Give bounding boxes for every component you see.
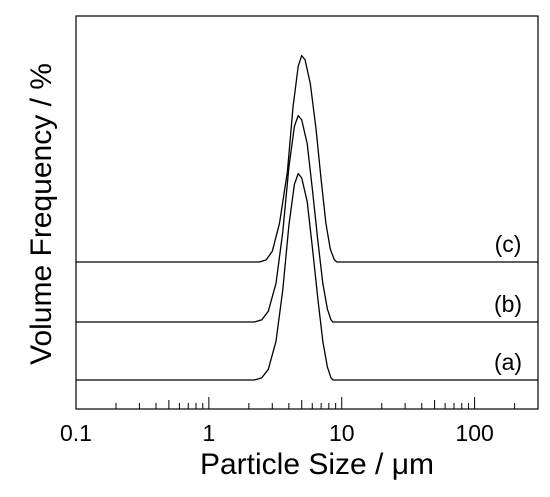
curve-label-b: (b) <box>494 291 522 317</box>
curve-label-c: (c) <box>495 231 522 257</box>
curve-label-a: (a) <box>494 349 522 375</box>
x-axis-title: Particle Size / μm <box>200 448 434 481</box>
x-axis-tick-labels: 0.1 1 10 100 <box>60 420 494 446</box>
x-tick-label: 1 <box>202 420 215 446</box>
x-axis-ticks <box>115 397 539 409</box>
curve-b <box>76 114 538 323</box>
curve-a <box>76 172 538 381</box>
curve-c <box>76 54 538 263</box>
x-tick-label: 0.1 <box>60 420 92 446</box>
x-tick-label: 100 <box>455 420 493 446</box>
x-tick-label: 10 <box>329 420 355 446</box>
curve-labels: (a) (b) (c) <box>494 231 522 375</box>
plot-frame <box>75 15 539 410</box>
y-axis-title: Volume Frequency / % <box>25 63 58 365</box>
distribution-curves <box>76 54 538 381</box>
